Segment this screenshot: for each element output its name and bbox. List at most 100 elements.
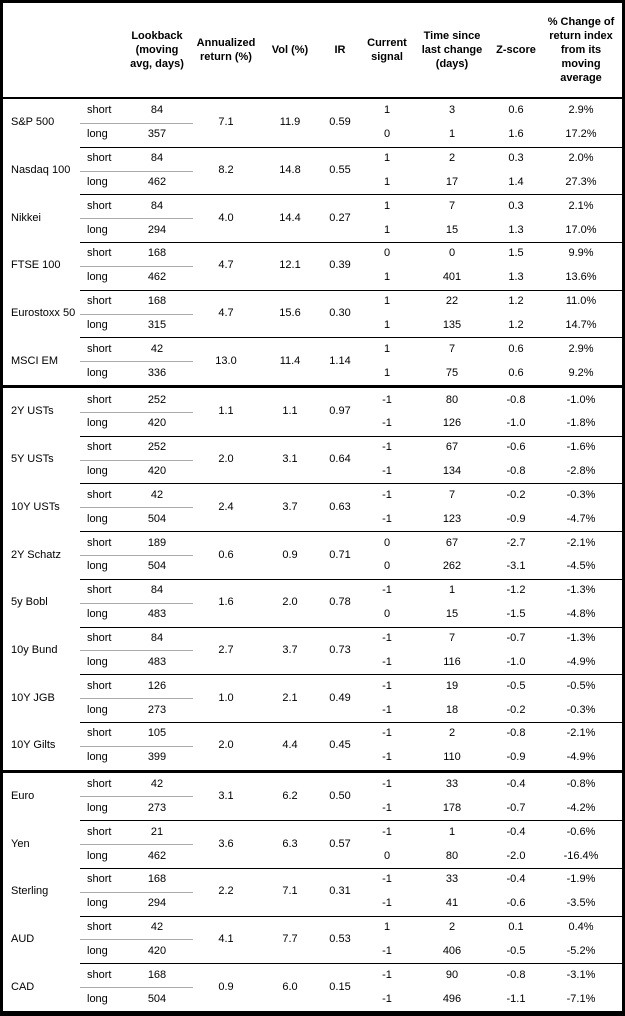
- vol-value: 3.7: [282, 643, 298, 656]
- signal-value: 1: [383, 175, 391, 188]
- lookback-value: 84: [150, 199, 164, 212]
- annualized-return-value: 0.9: [218, 980, 234, 993]
- zscore-value: -2.7: [506, 536, 526, 549]
- signal-value: 0: [383, 608, 391, 621]
- signal-value: 1: [383, 152, 391, 165]
- zscore-value: -1.0: [506, 417, 526, 430]
- horizon-label: short: [87, 679, 112, 692]
- annualized-return-value: 2.0: [218, 453, 234, 466]
- horizon-label: long: [87, 751, 108, 764]
- signal-value: 1: [383, 199, 391, 212]
- instrument-name: Yen: [11, 837, 30, 850]
- signal-value: -1: [382, 417, 392, 430]
- signal-value: -1: [382, 703, 392, 716]
- instrument-block: 2Y Schatz 0.6 0.9 0.71 short 189 0 67 -2.7 -2.1% l…: [3, 531, 622, 579]
- horizon-label: long: [87, 944, 108, 957]
- instrument-name: Sterling: [11, 885, 49, 898]
- horizon-label: short: [87, 247, 112, 260]
- zscore-value: -2.0: [506, 849, 526, 862]
- zscore-value: -0.5: [506, 679, 526, 692]
- vol-value: 12.1: [279, 259, 301, 272]
- col-header-vol: Vol (%): [271, 43, 309, 56]
- time-since-change-value: 178: [442, 801, 462, 814]
- lookback-value: 483: [147, 608, 167, 621]
- zscore-value: 1.3: [508, 223, 524, 236]
- table-section: 2Y USTs 1.1 1.1 0.97 short 252 -1 80 -0.8 -1.0% lo…: [3, 388, 622, 769]
- instrument-block: 5Y USTs 2.0 3.1 0.64 short 252 -1 67 -0.6 -1.6% lo…: [3, 435, 622, 484]
- time-since-change-value: 262: [442, 560, 462, 573]
- pct-change-value: -3.5%: [566, 897, 596, 910]
- lookback-value: 126: [147, 679, 167, 692]
- instrument-name: 2Y USTs: [11, 405, 54, 418]
- instrument-name: 5y Bobl: [11, 596, 48, 609]
- horizon-label: short: [87, 488, 112, 501]
- horizon-label: long: [87, 271, 108, 284]
- col-header-current-signal: Current signal: [367, 36, 407, 63]
- pct-change-value: -0.5%: [566, 679, 596, 692]
- horizon-label: long: [87, 319, 108, 332]
- horizon-label: long: [87, 849, 108, 862]
- lookback-value: 21: [150, 825, 164, 838]
- pct-change-value: 11.0%: [565, 295, 597, 308]
- time-since-change-value: 110: [443, 751, 461, 764]
- instrument-block: 5y Bobl 1.6 2.0 0.78 short 84 -1 1 -1.2 -1.3% long…: [3, 578, 622, 627]
- pct-change-value: -2.1%: [566, 536, 596, 549]
- col-header-zscore: Z-score: [496, 43, 536, 56]
- ir-value: 0.50: [329, 789, 351, 802]
- instrument-block: 10Y USTs 2.4 3.7 0.63 short 42 -1 7 -0.2 -0.3% lon…: [3, 483, 622, 531]
- signal-value: -1: [382, 897, 392, 910]
- lookback-value: 168: [147, 873, 167, 886]
- ir-value: 0.53: [329, 932, 351, 945]
- instrument-block: 2Y USTs 1.1 1.1 0.97 short 252 -1 80 -0.8 -1.0% lo…: [3, 388, 622, 436]
- ir-value: 0.64: [329, 453, 351, 466]
- pct-change-value: -1.3%: [566, 631, 596, 644]
- horizon-label: short: [87, 968, 112, 981]
- zscore-value: -0.5: [506, 944, 526, 957]
- pct-change-value: -2.1%: [566, 727, 596, 740]
- col-header-annualized-return: Annualized return (%): [196, 36, 256, 63]
- zscore-value: -1.5: [506, 608, 526, 621]
- zscore-value: -0.9: [506, 751, 526, 764]
- lookback-value: 462: [147, 849, 167, 862]
- zscore-value: -0.7: [506, 631, 526, 644]
- pct-change-value: 2.1%: [568, 199, 594, 212]
- time-since-change-value: 17: [445, 175, 459, 188]
- time-since-change-value: 33: [445, 778, 459, 790]
- col-header-ir: IR: [334, 43, 346, 56]
- horizon-label: long: [87, 608, 108, 621]
- lookback-value: 84: [150, 584, 164, 597]
- time-since-change-value: 80: [445, 849, 459, 862]
- horizon-label: long: [87, 992, 108, 1005]
- table-header: Lookback (moving avg, days) Annualized r…: [3, 3, 622, 99]
- signal-value: -1: [382, 441, 392, 454]
- pct-change-value: -4.7%: [566, 512, 596, 525]
- lookback-value: 42: [150, 778, 164, 790]
- signal-value: 1: [383, 104, 391, 117]
- horizon-label: short: [87, 104, 112, 117]
- instrument-name: FTSE 100: [11, 259, 61, 272]
- instrument-block: 10y Bund 2.7 3.7 0.73 short 84 -1 7 -0.7 -1.3% lon…: [3, 626, 622, 675]
- time-since-change-value: 18: [445, 703, 459, 716]
- lookback-value: 189: [147, 536, 167, 549]
- horizon-label: short: [87, 631, 112, 644]
- pct-change-value: 0.4%: [568, 921, 594, 934]
- lookback-value: 504: [147, 992, 167, 1005]
- lookback-value: 252: [147, 393, 167, 406]
- ir-value: 0.31: [329, 885, 351, 898]
- zscore-value: 1.4: [508, 175, 524, 188]
- time-since-change-value: 41: [445, 897, 459, 910]
- zscore-value: -1.2: [506, 584, 526, 597]
- horizon-label: long: [87, 223, 108, 236]
- table-section: S&P 500 7.1 11.9 0.59 short 84 1 3 0.6 2.9% long 35…: [3, 99, 622, 385]
- pct-change-value: -4.9%: [566, 751, 596, 764]
- lookback-value: 315: [147, 319, 167, 332]
- signal-value: -1: [382, 992, 392, 1005]
- zscore-value: -0.8: [506, 968, 526, 981]
- horizon-label: short: [87, 536, 112, 549]
- annualized-return-value: 13.0: [215, 354, 237, 367]
- lookback-value: 42: [150, 342, 164, 355]
- signal-value: 1: [383, 223, 391, 236]
- zscore-value: 0.6: [508, 342, 524, 355]
- pct-change-value: -2.8%: [566, 465, 596, 478]
- instrument-name: Nikkei: [11, 211, 41, 224]
